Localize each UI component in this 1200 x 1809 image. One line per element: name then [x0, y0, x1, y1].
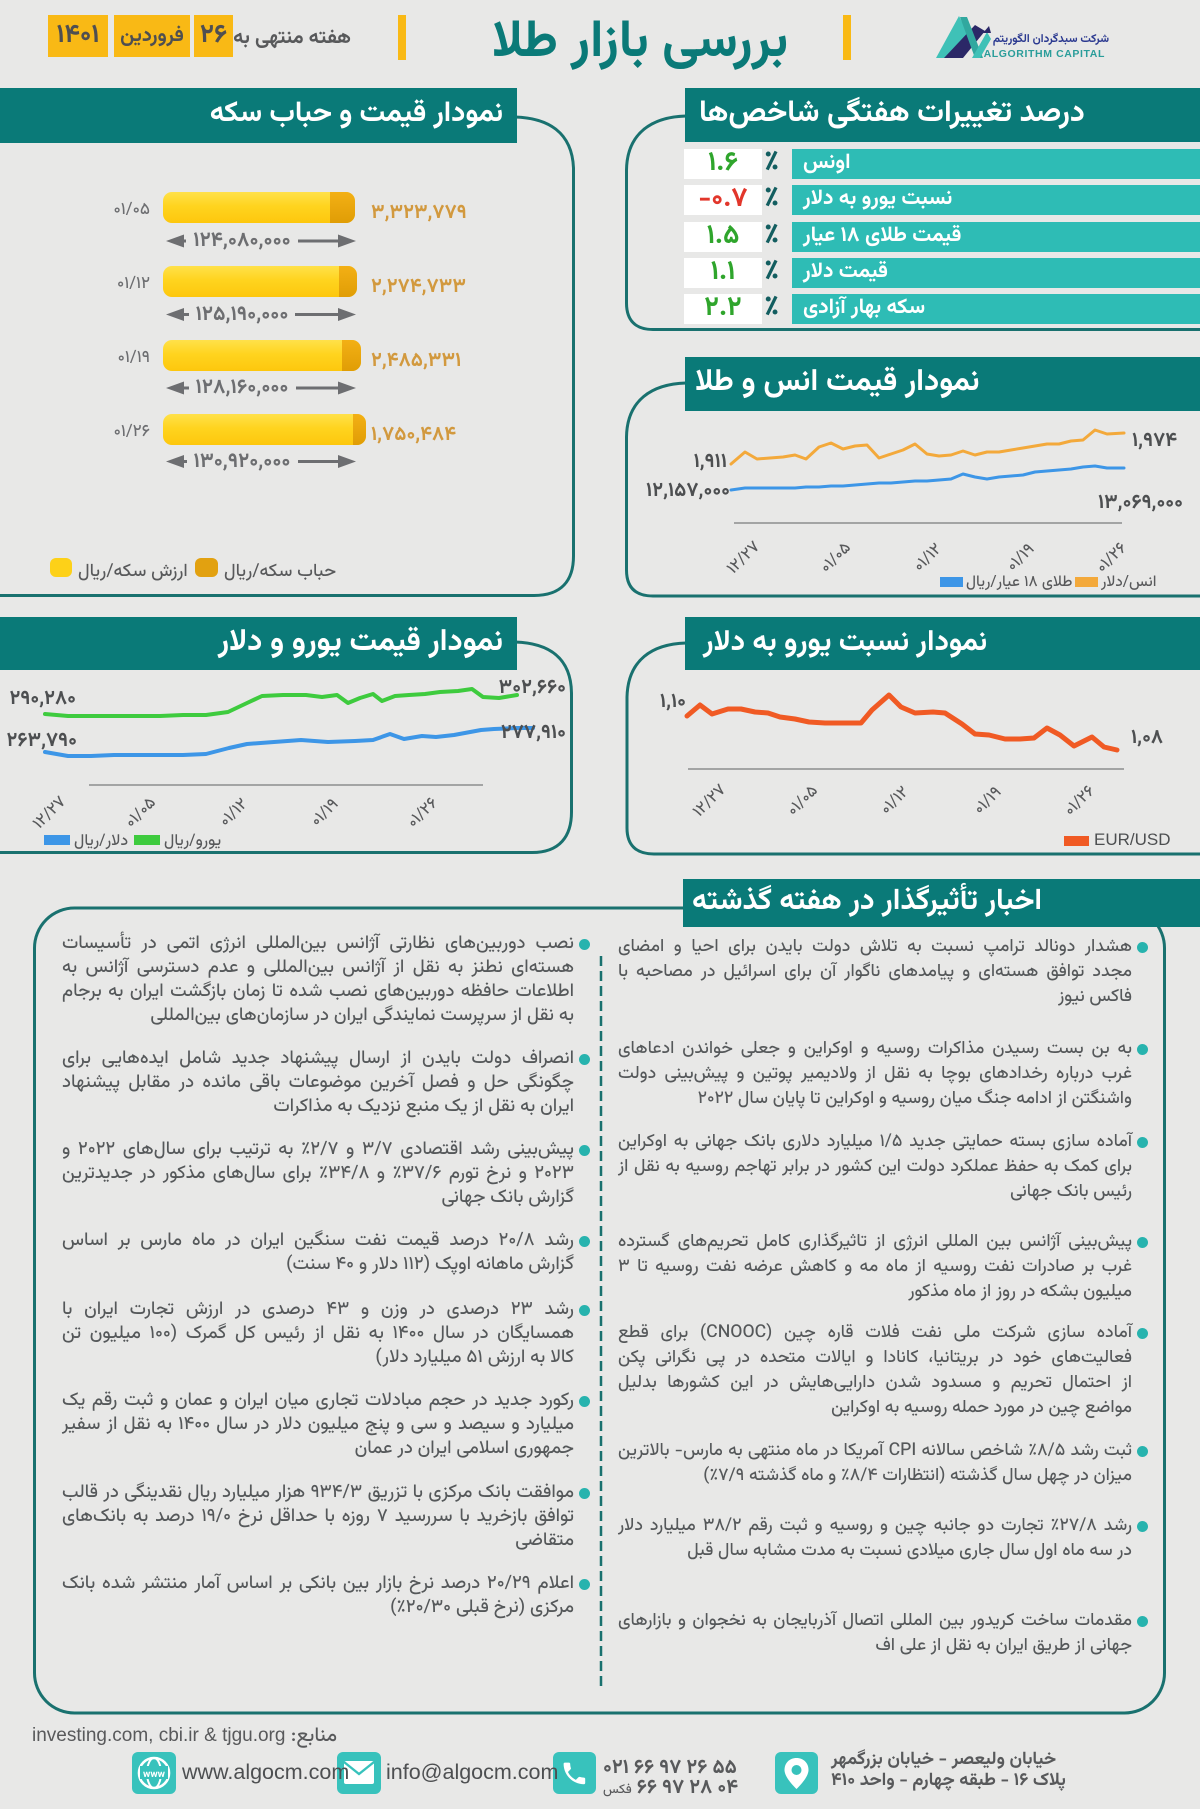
- svg-text:www: www: [143, 1768, 166, 1783]
